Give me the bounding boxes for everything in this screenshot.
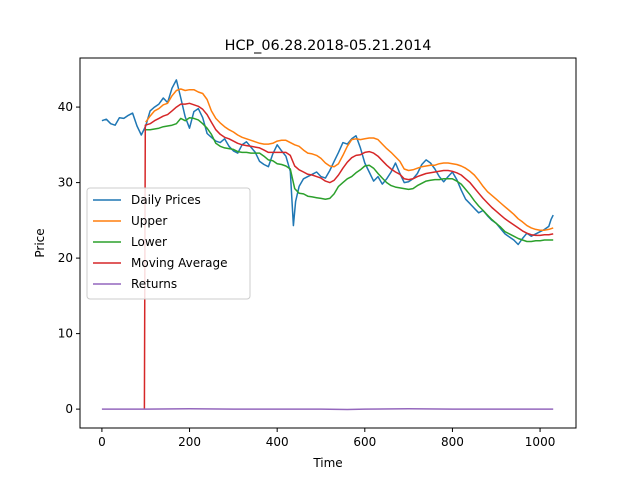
x-tick-label: 0 xyxy=(98,435,106,449)
series-line-1 xyxy=(145,88,554,231)
x-axis-label: Time xyxy=(312,456,342,470)
x-tick-label: 400 xyxy=(266,435,289,449)
series-line-4 xyxy=(101,407,554,411)
y-tick-label: 40 xyxy=(58,100,73,114)
x-tick-label: 1000 xyxy=(525,435,556,449)
x-tick-label: 200 xyxy=(178,435,201,449)
legend-box xyxy=(86,187,251,300)
plot-frame xyxy=(79,57,577,429)
y-tick-label: 20 xyxy=(58,251,73,265)
x-tick-label: 600 xyxy=(353,435,376,449)
legend-label: Lower xyxy=(131,235,167,249)
x-axis: 0 200 400 600 800 1000 xyxy=(98,428,555,449)
x-tick-label: 800 xyxy=(441,435,464,449)
legend-label: Returns xyxy=(131,277,177,291)
y-tick-label: 0 xyxy=(65,402,73,416)
series-line-0 xyxy=(101,79,554,246)
legend-label: Upper xyxy=(131,214,167,228)
y-tick-label: 30 xyxy=(58,176,73,190)
y-tick-label: 10 xyxy=(58,327,73,341)
series-line-2 xyxy=(145,116,554,243)
plot-area xyxy=(101,79,554,411)
chart-title: HCP_06.28.2018-05.21.2014 xyxy=(225,38,432,54)
series-line-3 xyxy=(143,102,554,410)
y-axis: 0 10 20 30 40 xyxy=(58,100,80,416)
legend-label: Daily Prices xyxy=(131,193,201,207)
legend: Daily Prices Upper Lower Moving Average Retu… xyxy=(86,187,251,300)
y-axis-label: Price xyxy=(33,228,47,257)
legend-label: Moving Average xyxy=(131,256,227,270)
